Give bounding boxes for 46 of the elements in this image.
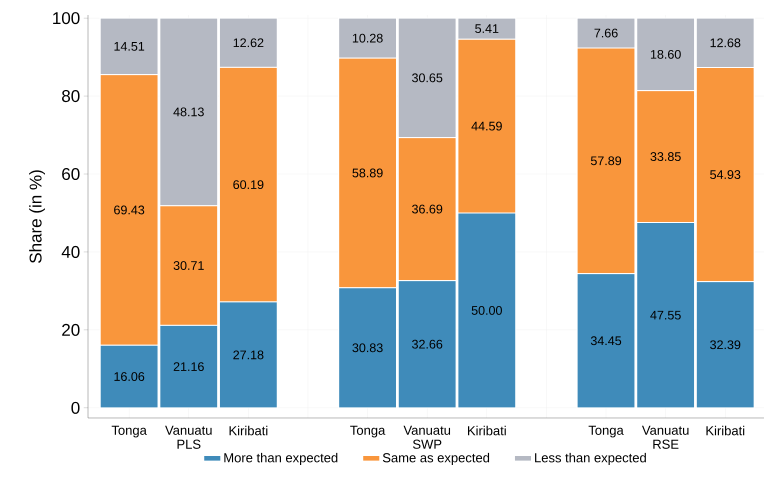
- x-tick-label: Kiribati: [230, 426, 268, 436]
- data-label: 36.69: [412, 204, 442, 214]
- y-tick-label: 60: [62, 168, 80, 180]
- data-label: 18.60: [650, 50, 681, 59]
- legend-label: More than expected: [224, 452, 338, 465]
- data-label: 32.39: [710, 340, 740, 350]
- data-label: 50.00: [472, 306, 502, 315]
- data-label: 44.59: [471, 122, 502, 131]
- x-tick-label: Tonga: [588, 426, 624, 438]
- y-tick-label: 80: [62, 90, 80, 102]
- x-tick-label: Kiribati: [468, 426, 506, 436]
- x-tick-label: Tonga: [112, 426, 147, 438]
- data-label: 57.89: [590, 156, 622, 166]
- legend-label: Less than expected: [535, 452, 646, 465]
- data-label: 27.18: [233, 350, 264, 360]
- y-axis-title: Share (in %): [29, 170, 45, 263]
- data-label: 54.93: [710, 170, 740, 179]
- y-tick-label: 40: [62, 246, 80, 258]
- data-label: 5.41: [475, 24, 498, 34]
- data-label: 58.89: [352, 168, 383, 178]
- data-label: 69.43: [114, 206, 144, 214]
- x-tick-label: Vanuatu PLS: [165, 426, 212, 449]
- data-label: 48.13: [173, 107, 204, 116]
- y-tick-label: 20: [62, 324, 80, 336]
- data-label: 32.66: [412, 340, 442, 349]
- data-label: 33.85: [650, 152, 681, 161]
- x-tick-label: Vanuatu SWP: [404, 426, 450, 449]
- data-label: 60.19: [233, 180, 264, 190]
- y-tick-label: 100: [53, 12, 80, 24]
- data-label: 34.45: [590, 336, 622, 346]
- data-label: 30.83: [352, 343, 383, 352]
- data-label: 7.66: [594, 28, 618, 38]
- data-label: 12.62: [234, 38, 264, 48]
- data-label: 47.55: [650, 310, 681, 320]
- data-label: 21.16: [174, 362, 204, 372]
- data-label: 30.65: [412, 73, 442, 82]
- data-label: 16.06: [114, 372, 144, 381]
- x-tick-label: Tonga: [350, 426, 386, 438]
- data-label: 12.68: [710, 38, 740, 48]
- x-tick-label: Kiribati: [706, 426, 744, 436]
- data-label: 14.51: [114, 42, 144, 51]
- legend-label: Same as expected: [382, 452, 490, 465]
- data-label: 10.28: [352, 34, 383, 43]
- x-tick-label: Vanuatu RSE: [642, 426, 689, 449]
- y-tick-label: 0: [71, 402, 80, 414]
- data-label: 30.71: [174, 261, 204, 270]
